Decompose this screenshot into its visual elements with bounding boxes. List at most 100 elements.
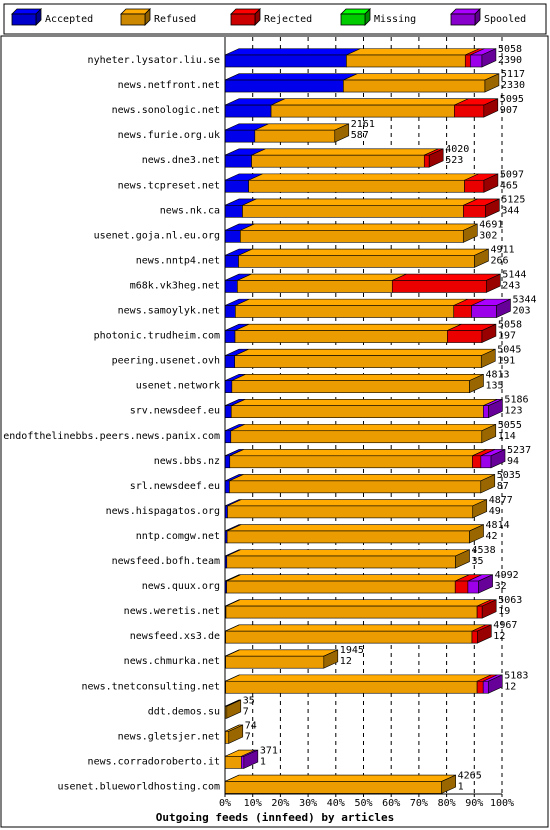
bar-segment-top-refused [226,549,470,557]
bar-segment-accepted [224,255,239,268]
bar-segment-accepted [224,129,256,143]
bar-segment-top-refused [234,323,462,331]
category-label: news.bbs.nz [154,456,220,467]
accepted-label: 907 [500,105,518,116]
bar-segment-top-refused [225,624,487,632]
legend-label: Accepted [45,14,93,25]
bar-segment-refused [225,630,473,644]
x-tick-label: 50% [354,798,372,809]
bar-segment-accepted [224,205,243,218]
legend-swatch [120,13,146,26]
bar-row: endofthelinebbs.peers.news.panix.com 5055… [3,420,522,444]
bar-segment-accepted [224,480,230,494]
bar-side [488,398,503,419]
bar-segment-refused [229,455,473,469]
bar-segment-spooled [483,405,489,419]
bar-segment-refused [346,54,466,68]
legend-box [3,3,547,35]
bar-segment-top-refused [270,98,469,106]
bar-segment-refused [227,505,474,519]
accepted-label: 123 [504,406,522,417]
bar-segment-refused [230,405,484,419]
total-label: 1945 [340,645,364,656]
bar-segment-refused [238,255,475,268]
category-label: news.corradoroberto.it [88,756,220,767]
bar-segment-top-refused [242,198,478,206]
bar-row: ddt.demos.su 357 [148,695,255,719]
bar-segment-refused [224,781,442,794]
bar-segment-refused [226,555,456,569]
bar-segment-spooled [241,756,245,769]
bar-segment-refused [226,580,456,594]
category-label: nntp.comgw.net [136,531,220,542]
chart-title: Outgoing feeds (innfeed) by articles [156,811,394,824]
bar-side [481,599,497,619]
category-label: peering.usenet.ovh [112,356,220,367]
accepted-label: 94 [507,456,519,467]
bar-segment-top-refused [254,123,349,131]
bar-side [469,373,484,394]
bar-segment-refused [240,230,464,243]
category-label: news.chmurka.net [124,656,220,667]
accepted-label: 12 [493,631,505,642]
legend-item: Accepted [11,8,93,26]
bar-side [480,348,496,369]
total-label: 5125 [501,194,525,205]
category-label: newsfeed.xs3.de [130,631,220,642]
bar-segment-accepted [224,154,252,168]
total-label: 5045 [497,345,521,356]
accepted-label: 203 [512,306,530,317]
bar-segment-refused [224,756,242,769]
legend-swatch [340,13,366,26]
bar-segment-top-refused [226,574,470,582]
accepted-label: 465 [500,180,518,191]
category-label: usenet.network [136,381,220,392]
total-label: 5058 [498,320,522,331]
category-label: news.hispagatos.org [106,506,220,517]
accepted-label: 35 [472,556,484,567]
bar-segment-refused [230,430,483,444]
x-tick-label: 20% [271,798,289,809]
accepted-label: 135 [485,381,503,392]
x-tick-label: 10% [244,798,262,809]
bar-side [483,98,499,118]
bar-segment-refused [229,480,482,494]
bar-segment-top-refused [231,373,484,381]
legend-item: Rejected [230,8,312,26]
bar-segment-top-refused [229,474,495,482]
bar-segment-top-refused [224,774,456,782]
accepted-label: 344 [501,205,519,216]
bar-segment-accepted [224,405,232,419]
bar-side [334,123,350,143]
category-label: news.dne3.net [142,155,220,166]
category-label: news.samoylyk.net [118,306,220,317]
bar-segment-top-refused [225,674,492,682]
accepted-label: 302 [479,230,497,241]
outer-frame [0,35,549,828]
bar-side [469,524,484,544]
bar-segment-accepted [224,380,233,393]
accepted-label: 2330 [501,80,525,91]
bar-segment-accepted [224,79,344,93]
accepted-label: 42 [486,531,498,542]
total-label: 4877 [489,495,513,506]
category-label: news.tnetconsulting.net [82,681,220,692]
bars: nyheter.lysator.liu.se50582390news.netfr… [3,44,537,794]
bar-segment-refused [237,280,393,293]
accepted-label: 191 [497,356,515,367]
legend-item: Spooled [450,8,526,26]
bar-side [477,624,492,644]
total-label: 5035 [497,470,521,481]
bar-segment-rejected [471,630,478,644]
bar-segment-accepted [224,54,347,68]
category-label: srl.newsdeef.eu [130,481,220,492]
bar-segment-top-refused [234,348,496,356]
bar-segment-top-accepted [224,73,358,81]
category-label: news.quux.org [142,581,220,592]
x-tick-label: 100% [490,798,514,809]
